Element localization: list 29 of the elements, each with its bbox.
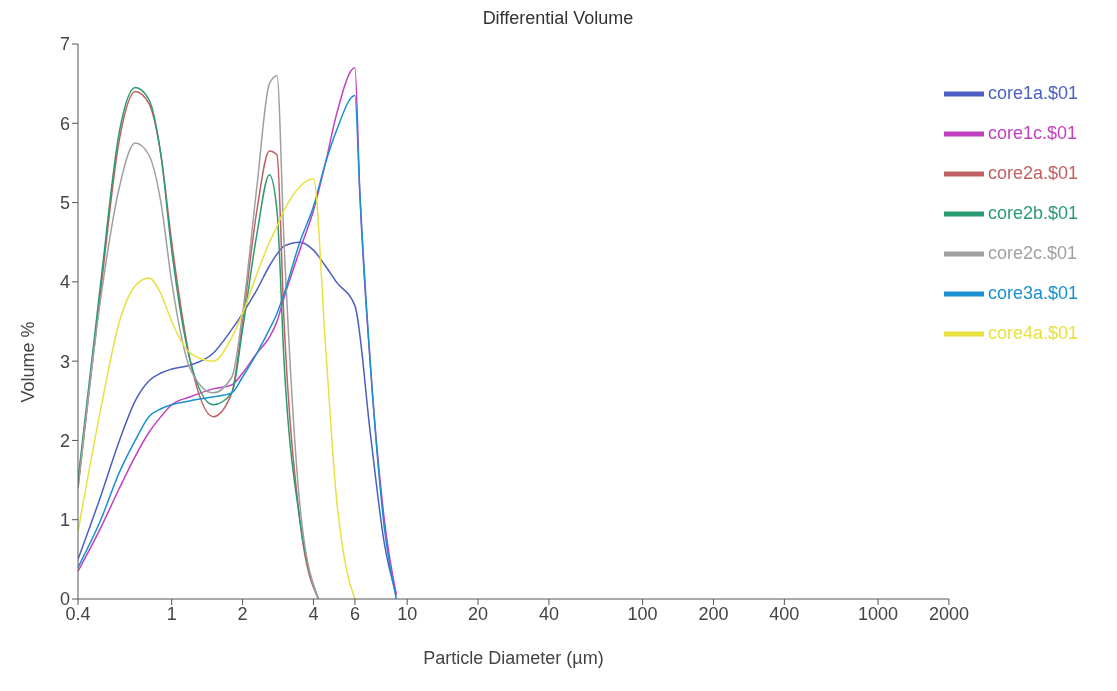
x-tick-label: 400 [769, 603, 800, 624]
y-tick-label: 6 [59, 113, 70, 134]
x-axis-title: Particle Diameter (µm) [423, 647, 604, 668]
x-tick-label: 1000 [858, 603, 899, 624]
x-tick-label: 2000 [928, 603, 969, 624]
y-tick-label: 2 [59, 430, 70, 451]
legend-label: core2b.$01 [987, 202, 1078, 223]
x-tick-label: 10 [397, 603, 418, 624]
legend-label: core2c.$01 [987, 242, 1077, 263]
x-tick-label: 20 [468, 603, 489, 624]
x-tick-label: 4 [308, 603, 319, 624]
y-tick-label: 3 [59, 351, 70, 372]
x-tick-label: 1 [166, 603, 177, 624]
y-tick-label: 4 [59, 272, 70, 293]
legend-label: core2a.$01 [987, 162, 1078, 183]
legend-label: core3a.$01 [987, 282, 1078, 303]
x-tick-label: 2 [237, 603, 248, 624]
legend-label: core1a.$01 [987, 82, 1078, 103]
legend-label: core1c.$01 [987, 122, 1077, 143]
chart-title: Differential Volume [481, 8, 635, 30]
legend-label: core4a.$01 [987, 322, 1078, 343]
x-tick-label: 6 [349, 603, 360, 624]
x-tick-label: 40 [538, 603, 559, 624]
y-tick-label: 7 [59, 34, 70, 55]
y-tick-label: 1 [59, 510, 70, 531]
x-tick-label: 100 [627, 603, 658, 624]
x-tick-label: 200 [698, 603, 729, 624]
y-tick-label: 5 [59, 192, 70, 213]
y-axis-title: Volume % [18, 321, 39, 403]
